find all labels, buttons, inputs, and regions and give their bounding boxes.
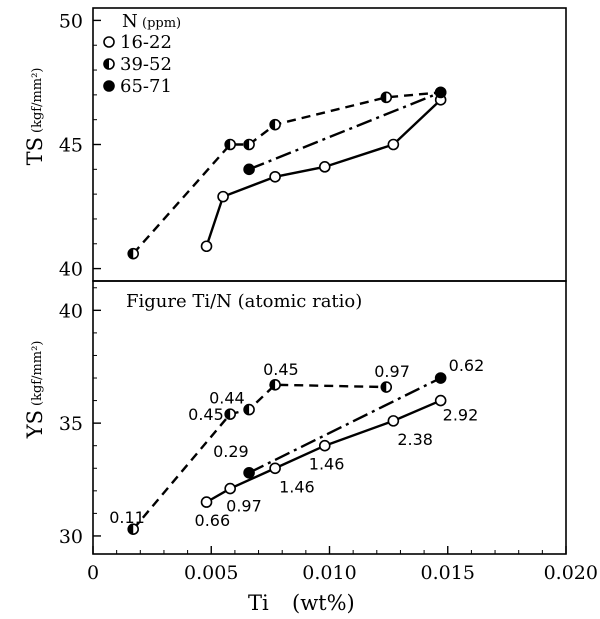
ts-axis-title: TS [23, 137, 47, 165]
x-tick-label: 0.020 [544, 562, 598, 584]
ti-n-ratio-label: 0.45 [188, 405, 224, 424]
legend-marker-half [103, 58, 115, 70]
ts-point-filled [243, 163, 255, 176]
ys-y-tick-label: 35 [59, 413, 83, 435]
ys-point-open [269, 462, 281, 475]
ti-n-ratio-label: 0.62 [449, 356, 485, 375]
ys-point-half [243, 403, 255, 416]
ys-point-filled [434, 372, 447, 384]
ti-n-ratio-label: 0.45 [263, 360, 299, 379]
ts-point-half [127, 247, 140, 260]
x-tick-label: 0 [87, 562, 99, 584]
ts-point-half [224, 138, 236, 151]
ys-axis-title: YS [23, 410, 47, 439]
x-tick-label: 0.015 [421, 562, 475, 584]
ys-point-open [387, 415, 400, 427]
ti-n-ratio-label: 0.97 [226, 497, 262, 516]
ys-point-open [434, 394, 447, 407]
atomic-ratio-note: Figure Ti/N (atomic ratio) [126, 291, 362, 312]
ys-point-open [224, 482, 236, 495]
ts-point-filled [434, 86, 447, 99]
ts-point-half [269, 118, 281, 131]
ys-point-half [127, 523, 140, 535]
legend-entry-label: 39-52 [120, 54, 172, 75]
ti-n-ratio-label: 1.46 [279, 477, 315, 496]
ts-point-open [387, 138, 400, 151]
ys-point-open [318, 439, 331, 452]
x-axis-unit: (wt%) [292, 591, 355, 615]
legend-entry-label: 16-22 [120, 32, 172, 53]
ti-n-ratio-label: 0.44 [209, 389, 245, 408]
ts-point-open [200, 240, 213, 253]
ys-axis-unit: (kgf/mm²) [30, 341, 45, 406]
ys-series-line-dashdot [248, 376, 442, 474]
ts-point-open [269, 170, 281, 183]
ti-n-ratio-label: 0.66 [195, 511, 231, 530]
x-tick-label: 0.005 [184, 562, 238, 584]
ti-n-ratio-label: 0.11 [109, 508, 145, 527]
ts-point-open [318, 161, 331, 173]
legend-title-unit: (ppm) [142, 16, 181, 31]
ts-y-tick-label: 45 [59, 135, 83, 157]
ts-point-half [380, 91, 393, 104]
ti-n-ratio-label: 2.38 [397, 430, 433, 449]
ys-point-half [224, 408, 236, 420]
ys-point-open [200, 496, 213, 508]
ti-n-ratio-label: 0.29 [213, 442, 249, 461]
ys-point-filled [243, 466, 255, 479]
ti-n-ratio-label: 0.97 [374, 362, 410, 381]
ts-series-line-dashdot [248, 91, 442, 171]
ys-plot-frame [92, 280, 567, 555]
ti-n-ratio-label: 1.46 [309, 455, 345, 474]
ts-y-tick-label: 40 [59, 259, 83, 281]
ys-point-half [269, 378, 281, 391]
legend-marker-open [103, 36, 115, 48]
ts-point-open [217, 190, 229, 203]
ti-n-ratio-label: 2.92 [443, 406, 479, 425]
ys-point-half [380, 381, 393, 393]
ys-y-tick-label: 40 [59, 300, 83, 322]
ts-y-tick-label: 50 [59, 10, 83, 32]
legend-marker-filled [103, 80, 115, 92]
ts-series-line-solid [205, 98, 442, 247]
x-tick-label: 0.010 [302, 562, 356, 584]
ts-axis-title-group: TS (kgf/mm²) [23, 68, 47, 166]
legend-entry-label: 65-71 [120, 76, 172, 97]
ys-y-tick-label: 30 [59, 526, 83, 548]
ts-chart: 40 45 50 [59, 10, 447, 281]
ts-point-half [243, 138, 255, 151]
legend-title: N [122, 11, 138, 32]
ys-axis-title-group: YS (kgf/mm²) [23, 341, 47, 440]
x-axis-title: Ti [248, 591, 269, 615]
ts-series-line-dashed [132, 91, 441, 255]
ts-axis-unit: (kgf/mm²) [30, 68, 45, 133]
